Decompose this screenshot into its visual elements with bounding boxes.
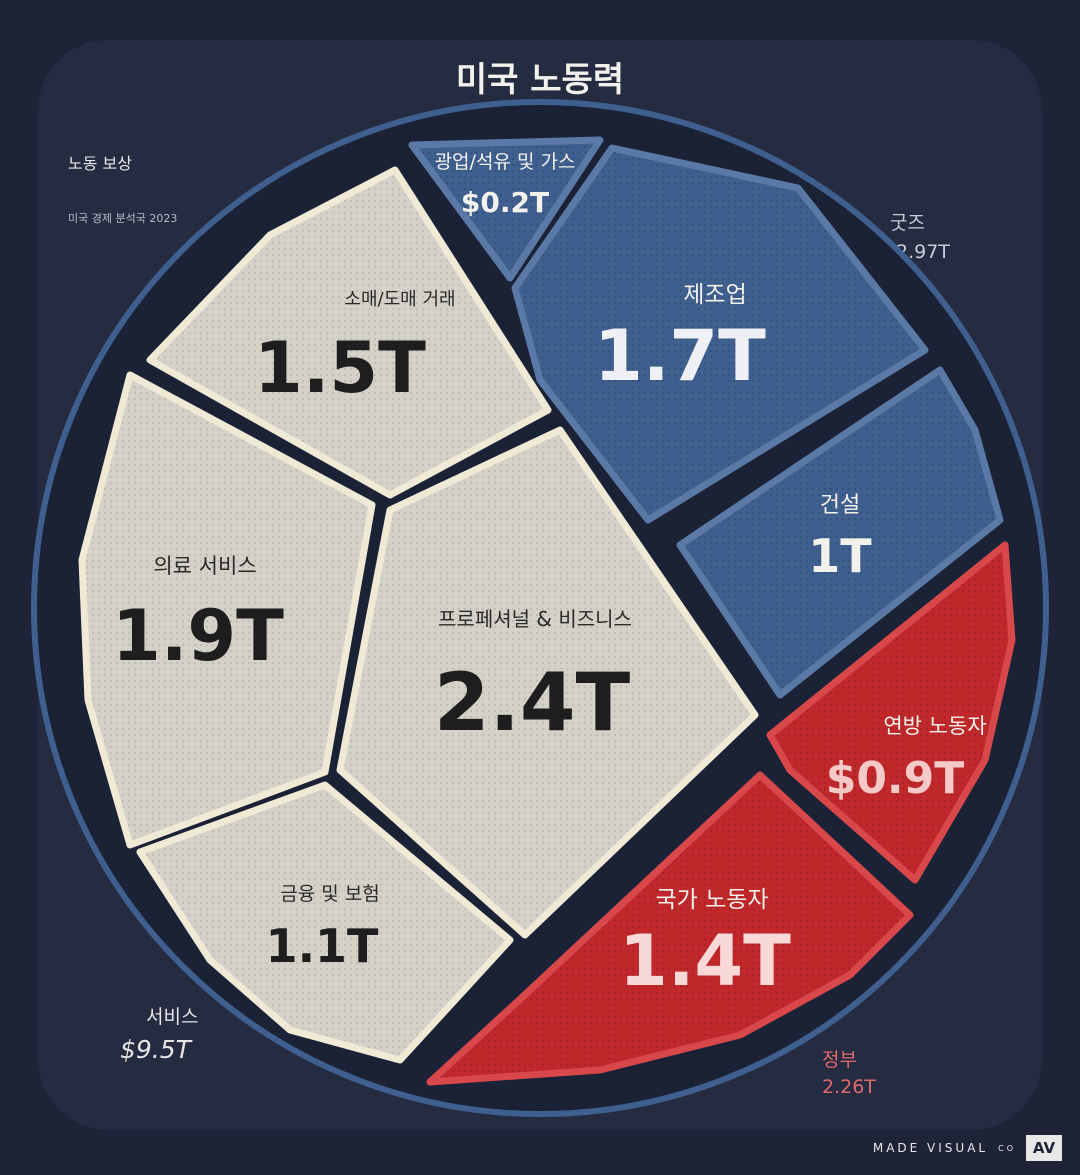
cell-label-9: 금융 및 보험 (280, 883, 379, 905)
cell-label-2: 제조업 (683, 282, 746, 308)
cell-value-6: 1.5T (254, 327, 426, 409)
cell-8 (336, 426, 759, 939)
cell-1 (408, 136, 604, 282)
cell-value-8: 2.4T (434, 656, 631, 749)
cell-label-8: 프로페셔널 & 비즈니스 (438, 607, 632, 631)
cell-2 (511, 144, 929, 524)
goods-group-label: 굿즈 (890, 212, 925, 234)
cell-3 (676, 366, 1004, 699)
cell-4 (766, 541, 1016, 884)
cell-label-4: 연방 노동자 (883, 714, 986, 738)
goods-group-value: 2.97T (896, 241, 950, 263)
government-group-label: 정부 (822, 1049, 857, 1071)
cell-9 (136, 781, 514, 1064)
cell-value-1: $0.2T (461, 186, 549, 219)
cell-value-7: 1.9T (112, 595, 284, 677)
government-group-value: 2.26T (822, 1076, 876, 1098)
cell-label-3: 건설 (820, 493, 860, 518)
brand-logo: AV (1026, 1135, 1062, 1161)
cell-value-4: $0.9T (826, 753, 965, 804)
services-group-value: $9.5T (120, 1035, 191, 1064)
brand-text: MADE VISUAL (872, 1141, 989, 1155)
cell-value-5: 1.4T (619, 920, 791, 1002)
cell-label-5: 국가 노동자 (655, 887, 768, 913)
chart-title: 미국 노동력 (455, 60, 625, 100)
cell-label-6: 소매/도매 거래 (344, 289, 455, 310)
services-group-label: 서비스 (146, 1006, 199, 1028)
cell-5 (426, 771, 914, 1086)
cell-7 (78, 371, 376, 849)
cell-label-1: 광업/석유 및 가스 (435, 151, 576, 173)
cell-6 (146, 166, 552, 499)
cell-value-2: 1.7T (594, 315, 766, 397)
chart-subtitle: 노동 보상 (68, 154, 132, 173)
cell-label-7: 의료 서비스 (153, 554, 256, 578)
chart-source: 미국 경제 분석국 2023 (68, 212, 178, 225)
cell-value-9: 1.1T (266, 919, 379, 973)
brand: MADE VISUAL CO AV (873, 1135, 1062, 1161)
cell-value-3: 1T (808, 529, 872, 583)
brand-suffix: CO (998, 1143, 1016, 1153)
